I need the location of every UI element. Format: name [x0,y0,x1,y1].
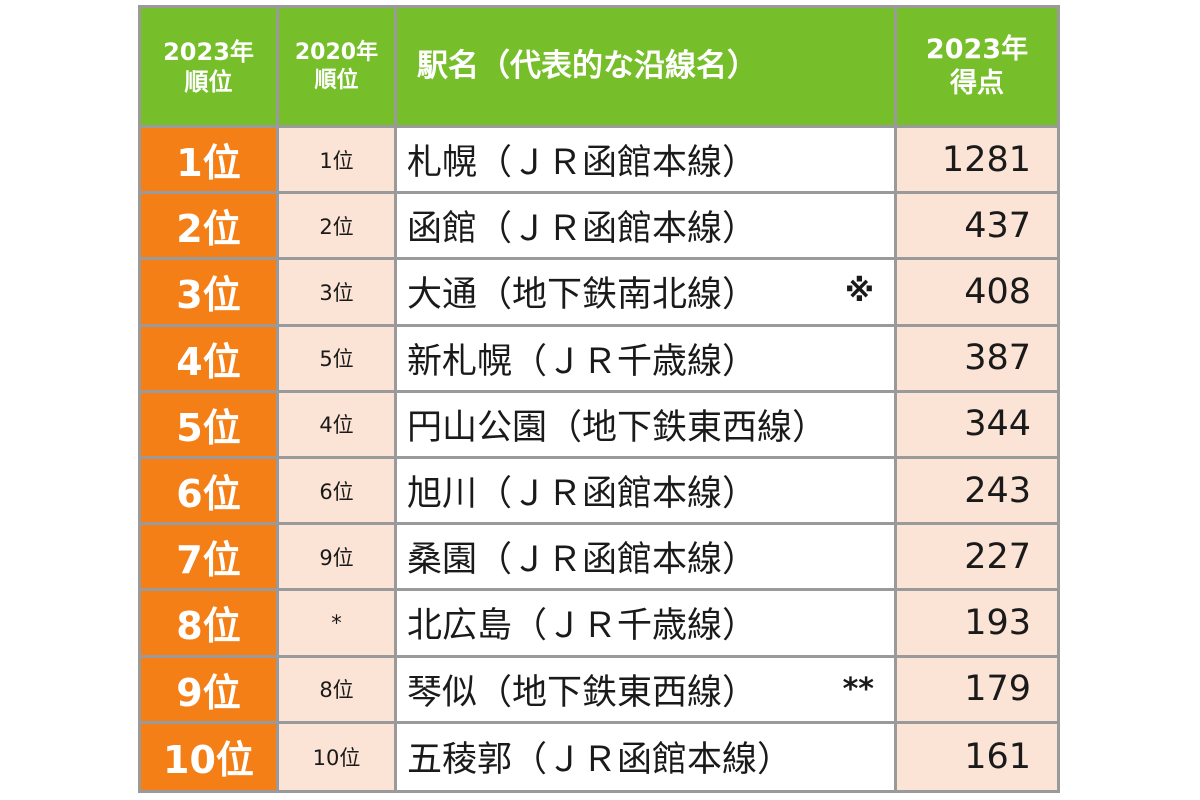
station-cell: 札幌（ＪＲ函館本線） [397,128,897,195]
rank-2023-cell: 3位 [141,260,279,327]
rank-2023-cell: 4位 [141,326,279,393]
rank-2023-cell: 8位 [141,591,279,658]
station-name: 北広島（ＪＲ千歳線） [407,606,758,647]
header-station: 駅名（代表的な沿線名） [397,8,897,128]
score-cell: 437 [897,194,1057,261]
rank-2020-cell: 10位 [279,723,397,790]
header-2023-rank-line1: 2023年 [163,37,254,66]
station-name: 円山公園（地下鉄東西線） [407,407,828,448]
score-cell: 227 [897,525,1057,592]
score-cell: 243 [897,458,1057,526]
rank-2023-cell: 5位 [141,392,279,459]
rank-2023-cell: 6位 [141,458,279,526]
ranking-table-frame: 2023年 順位 2020年 順位 駅名（代表的な沿線名） 2023年 得点 1… [138,5,1060,793]
rank-2023-cell: 1位 [141,128,279,195]
station-cell: 旭川（ＪＲ函館本線） [397,458,897,526]
station-name: 五稜郭（ＪＲ函館本線） [407,740,793,781]
rank-2020-cell: 5位 [279,326,397,393]
header-2023-score-line1: 2023年 [925,33,1029,65]
rank-2023-cell: 2位 [141,194,279,261]
station-name: 大通（地下鉄南北線） [407,275,758,316]
score-cell: 1281 [897,128,1057,195]
station-cell: 琴似（地下鉄東西線） ** [397,657,897,724]
station-cell: 大通（地下鉄南北線） ※ [397,260,897,327]
station-name: 桑園（ＪＲ函館本線） [407,540,758,581]
score-cell: 193 [897,591,1057,658]
rank-2020-cell: 4位 [279,392,397,459]
station-cell: 五稜郭（ＪＲ函館本線） [397,723,897,790]
header-2023-rank-line2: 順位 [184,67,233,96]
station-note: ** [842,671,874,707]
rank-2020-cell: 9位 [279,525,397,592]
ranking-table: 2023年 順位 2020年 順位 駅名（代表的な沿線名） 2023年 得点 1… [141,8,1057,790]
score-cell: 161 [897,723,1057,790]
rank-2020-cell: 1位 [279,128,397,195]
rank-2020-cell: 6位 [279,458,397,526]
rank-2020-cell: 8位 [279,657,397,724]
header-2020-rank: 2020年 順位 [279,8,397,128]
rank-2023-cell: 9位 [141,657,279,724]
rank-2023-cell: 10位 [141,723,279,790]
station-name: 琴似（地下鉄東西線） [407,672,758,713]
score-cell: 408 [897,260,1057,327]
station-cell: 函館（ＪＲ函館本線） [397,194,897,261]
station-cell: 円山公園（地下鉄東西線） [397,392,897,459]
station-cell: 桑園（ＪＲ函館本線） [397,525,897,592]
score-cell: 344 [897,392,1057,459]
header-2023-score-line2: 得点 [950,67,1004,99]
station-note: ※ [844,274,874,310]
station-name: 旭川（ＪＲ函館本線） [407,474,758,515]
rank-2023-cell: 7位 [141,525,279,592]
station-name: 新札幌（ＪＲ千歳線） [407,341,758,382]
station-name: 函館（ＪＲ函館本線） [407,209,758,250]
score-cell: 387 [897,326,1057,393]
rank-2020-cell: * [279,591,397,658]
score-cell: 179 [897,657,1057,724]
rank-2020-cell: 3位 [279,260,397,327]
header-station-label: 駅名（代表的な沿線名） [417,48,758,85]
station-cell: 北広島（ＪＲ千歳線） [397,591,897,658]
header-2023-score: 2023年 得点 [897,8,1057,128]
header-2020-rank-line2: 順位 [314,67,359,93]
rank-2020-cell: 2位 [279,194,397,261]
header-2023-rank: 2023年 順位 [141,8,279,128]
station-name: 札幌（ＪＲ函館本線） [407,143,758,184]
station-cell: 新札幌（ＪＲ千歳線） [397,326,897,393]
header-2020-rank-line1: 2020年 [294,40,379,65]
